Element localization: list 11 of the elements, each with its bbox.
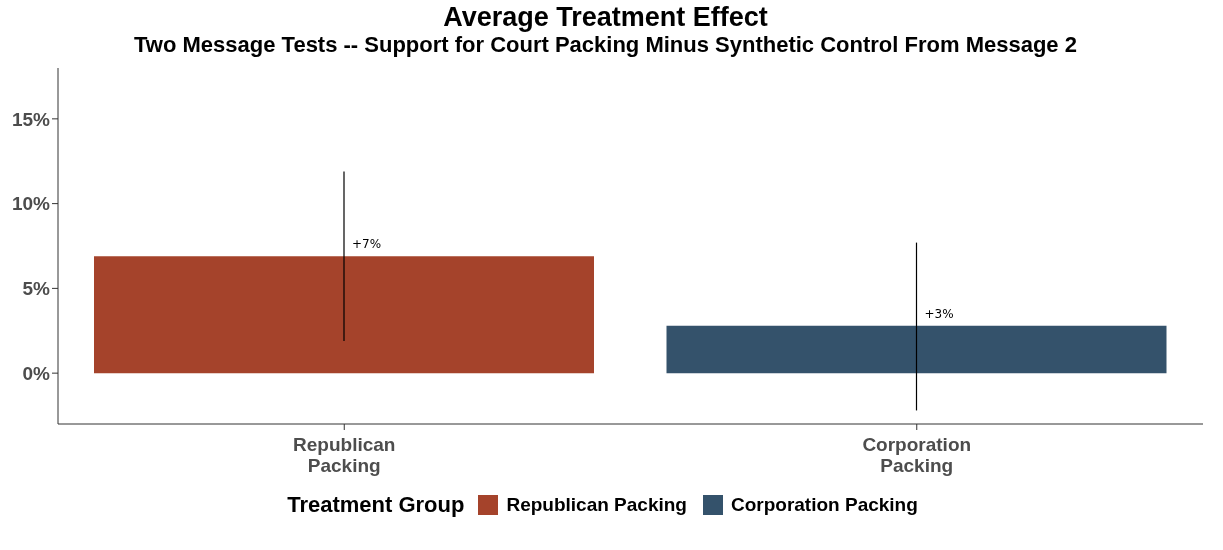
legend-label: Corporation Packing [730,494,918,516]
y-tick-label: 5% [22,278,51,300]
y-tick-label: 15% [11,108,51,130]
data-label: +7% [352,237,382,252]
chart-title: Average Treatment Effect [442,2,769,32]
y-tick-label: 0% [22,362,51,384]
legend-title: Treatment Group [287,492,465,518]
chart-subtitle: Two Message Tests -- Support for Court Packing Minus Synthetic Control From Message 2 [133,32,1078,58]
legend-label: Republican Packing [506,494,687,516]
data-label: +3% [924,306,954,321]
y-tick-label: 10% [11,193,51,215]
